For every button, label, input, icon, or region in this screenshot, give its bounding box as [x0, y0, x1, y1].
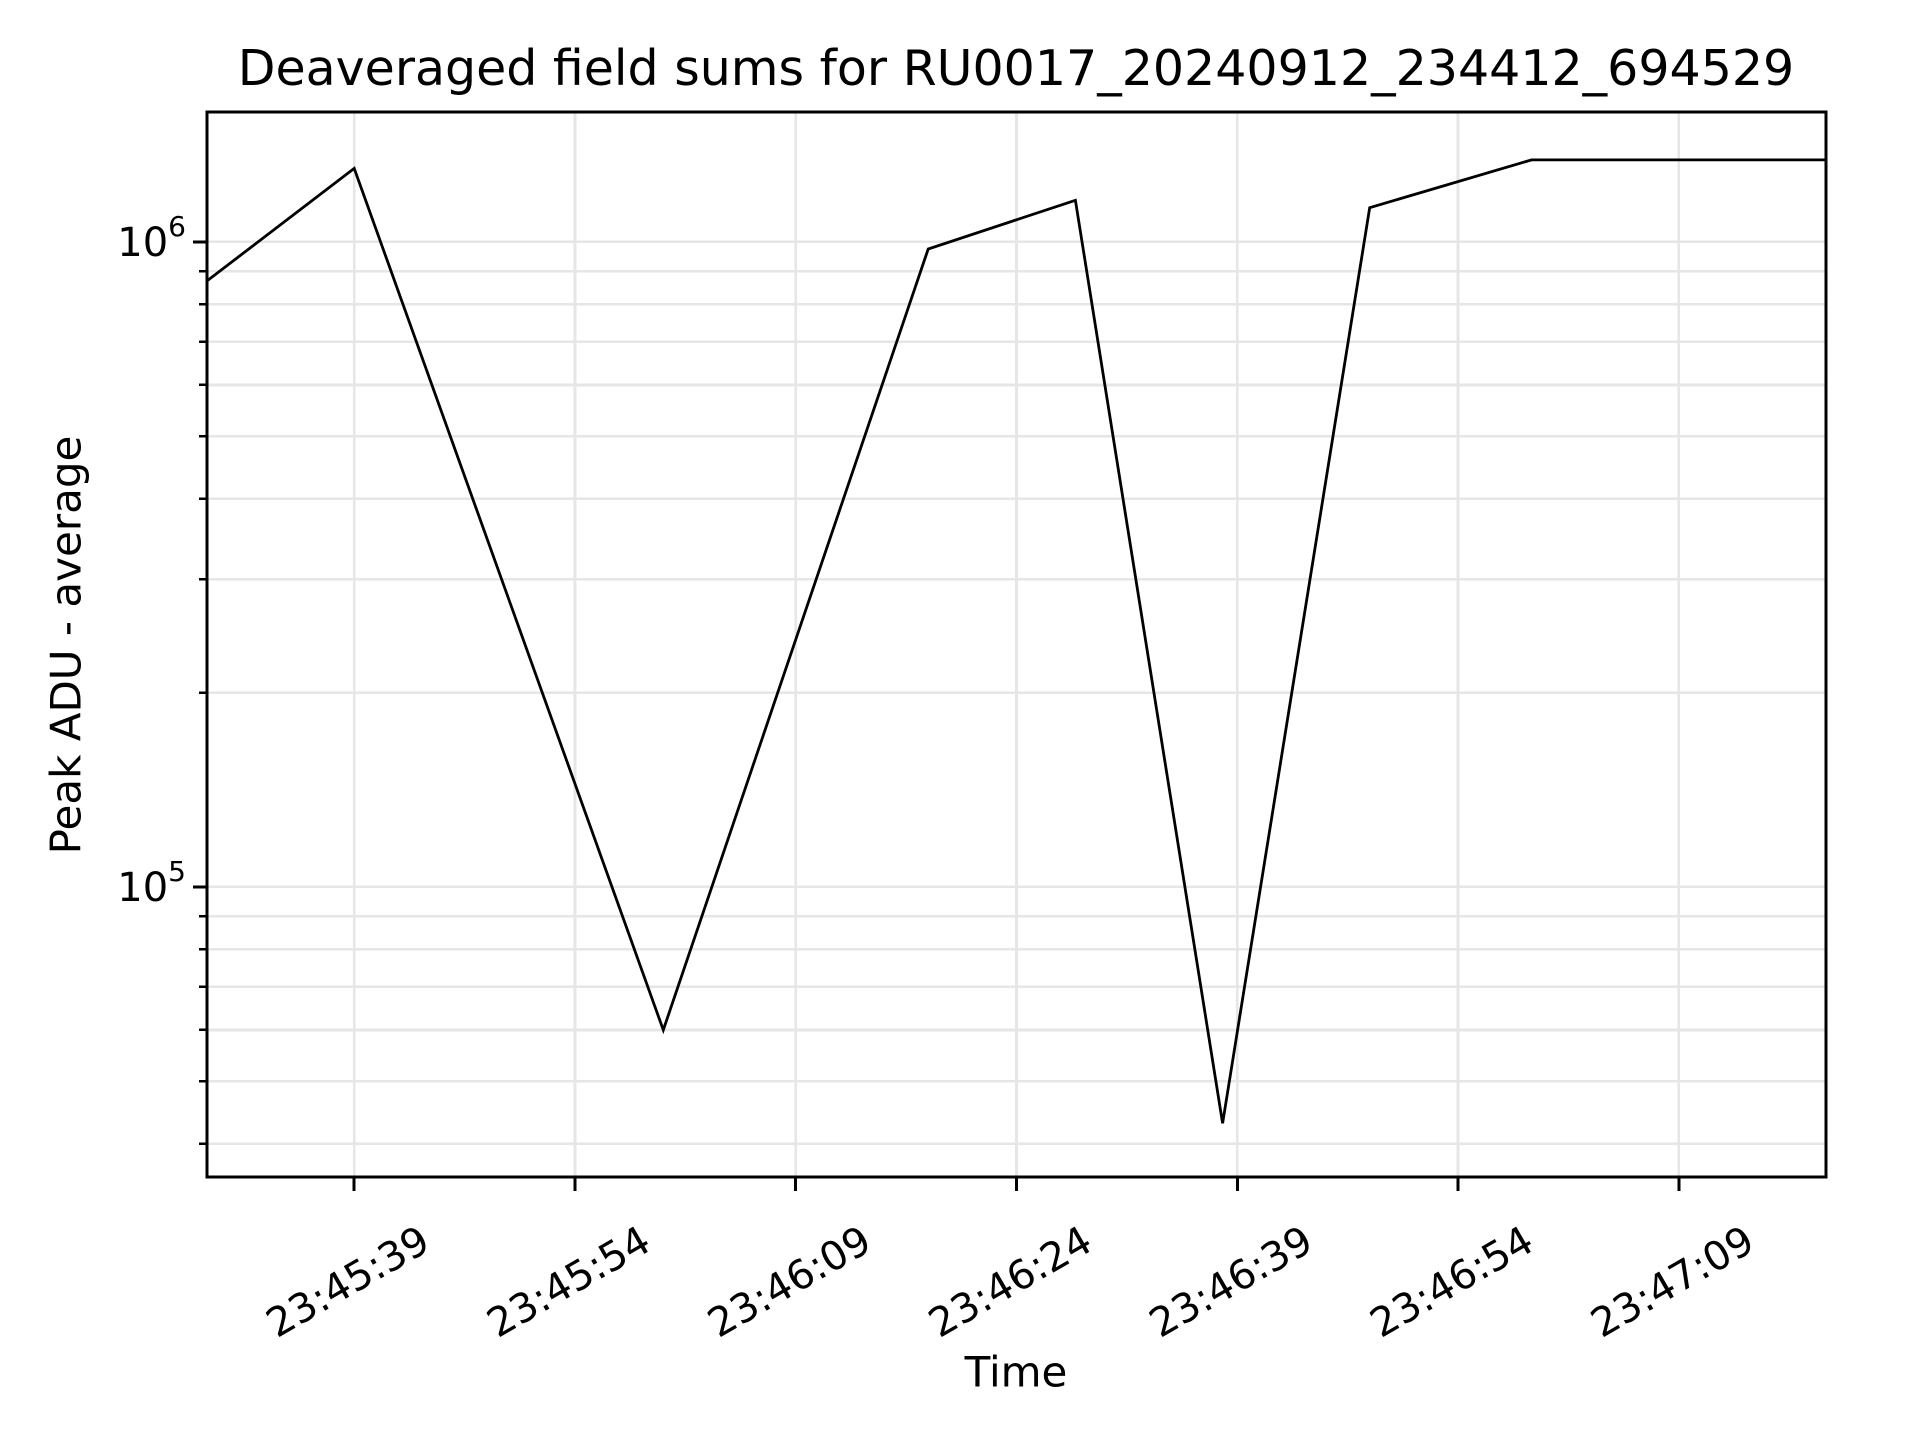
x-tick-label: 23:45:39: [259, 1217, 438, 1347]
y-tick-label: 105: [117, 855, 186, 911]
x-axis-label: Time: [964, 1347, 1068, 1397]
x-tick-label: 23:46:09: [700, 1217, 879, 1347]
x-tick-label: 23:45:54: [480, 1217, 659, 1347]
x-tick-label: 23:46:24: [921, 1217, 1100, 1347]
y-tick-label: 106: [117, 210, 186, 266]
x-tick-label: 23:47:09: [1584, 1217, 1763, 1347]
x-tick-label: 23:46:39: [1142, 1217, 1321, 1347]
x-tick-label: 23:46:54: [1363, 1217, 1542, 1347]
chart-title: Deaveraged field sums for RU0017_2024091…: [237, 40, 1795, 97]
data-line: [207, 158, 1826, 1124]
